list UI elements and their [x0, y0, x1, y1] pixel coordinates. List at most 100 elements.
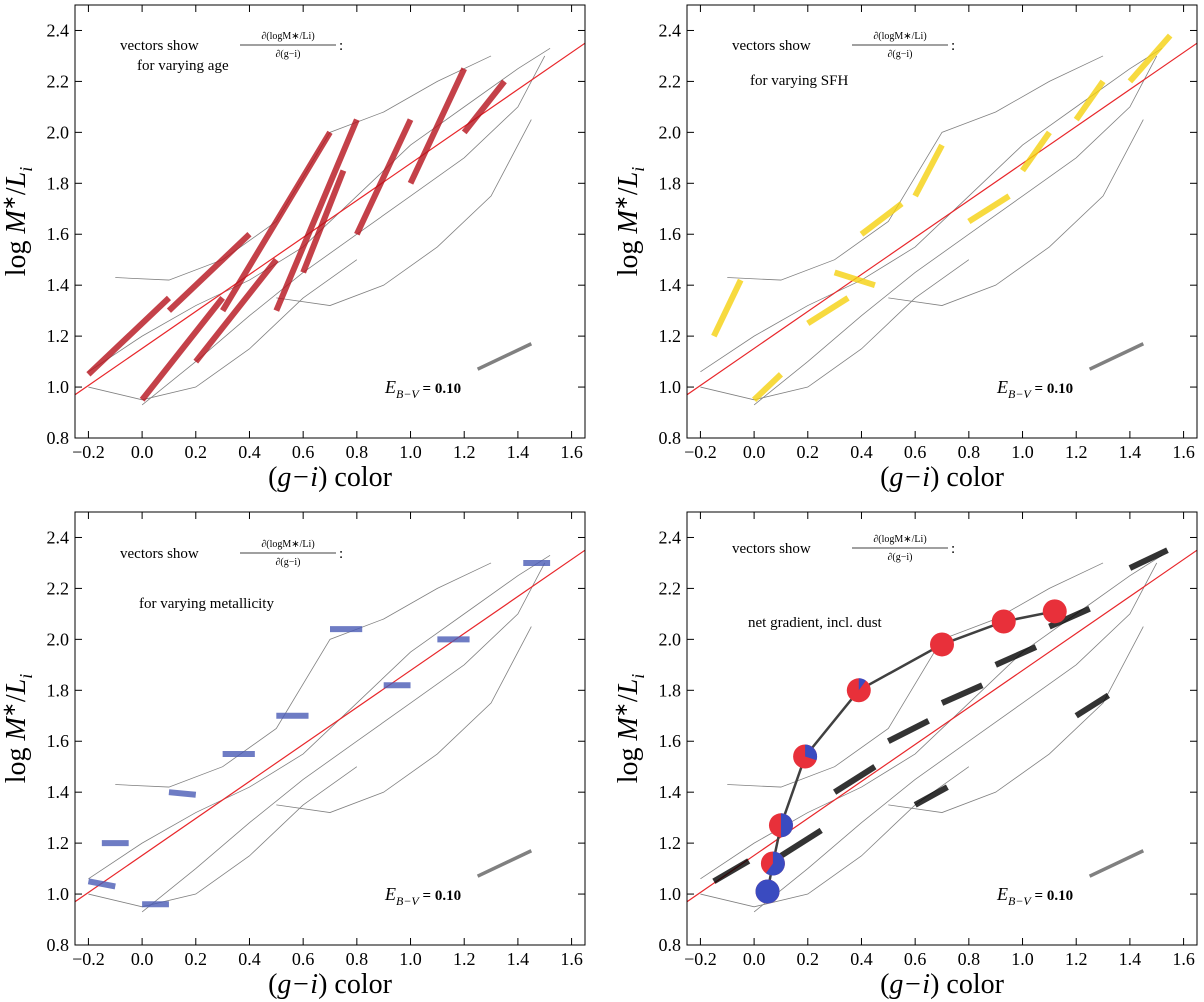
y-tick-label: 0.8: [659, 935, 682, 955]
x-label-part: ) color: [930, 462, 1005, 493]
y-label-part: ∗: [611, 702, 631, 717]
panel-label: for varying age: [137, 58, 229, 74]
model-track: [276, 119, 532, 306]
x-tick-label: 0.0: [131, 949, 154, 969]
annotation-prefix: vectors show: [732, 38, 811, 54]
y-tick-label: 0.8: [47, 935, 70, 955]
y-label-part: ∗: [0, 195, 19, 210]
x-tick-label: 1.6: [1172, 442, 1195, 462]
y-tick-label: 1.0: [659, 884, 682, 904]
x-tick-label: 1.4: [1119, 442, 1142, 462]
model-track: [700, 554, 1163, 880]
x-tick-label: 0.2: [185, 949, 208, 969]
plot-area: [687, 547, 1197, 913]
vector: [1048, 606, 1091, 630]
dust-sub: B−V: [396, 387, 420, 401]
x-tick-label: 1.4: [1119, 949, 1142, 969]
dust-symbol: E: [996, 377, 1008, 397]
vector: [711, 278, 744, 338]
vector: [912, 143, 945, 198]
model-track: [88, 554, 551, 880]
dust-symbol: E: [384, 377, 396, 397]
x-tick-label: 1.6: [1172, 949, 1195, 969]
axes-frame: [74, 4, 586, 439]
x-tick-label: 0.2: [797, 442, 820, 462]
y-tick-label: 2.2: [659, 71, 682, 91]
vector: [220, 130, 333, 313]
y-label-part: /: [1, 694, 32, 702]
model-track: [276, 626, 532, 813]
y-tick-label: 2.4: [659, 527, 682, 547]
vector: [1020, 130, 1052, 173]
x-tick-label: 0.6: [904, 949, 927, 969]
x-tick-label: 0.0: [131, 442, 154, 462]
x-label-part: g−i: [277, 462, 318, 493]
y-label-part: log: [1, 741, 32, 784]
annotation-suffix: :: [951, 38, 955, 54]
x-tick-label: 1.4: [507, 442, 530, 462]
annotation-suffix: :: [951, 541, 955, 557]
panel: EB−V = 0.10 −0.2 0.0 0.2 0.4 0.6 0.8 1.0 1.2 1.4 1…: [0, 511, 586, 1000]
x-label-part: g−i: [889, 969, 930, 1000]
vector: [806, 295, 850, 326]
pie-blue: [805, 744, 818, 761]
x-tick-label: 1.2: [453, 949, 476, 969]
vector: [833, 764, 877, 795]
y-tick-label: 1.6: [659, 224, 682, 244]
y-tick-label: 1.0: [47, 884, 70, 904]
axes-frame: [686, 511, 1198, 946]
panel: EB−V = 0.10 −0.2 0.0 0.2 0.4 0.6 0.8 1.0 1.2 1.4 1…: [0, 4, 586, 493]
vector: [940, 682, 984, 706]
y-label-part: log: [613, 234, 644, 277]
x-tick-label: 1.6: [560, 949, 583, 969]
vector: [461, 79, 507, 135]
x-tick-label: 0.6: [904, 442, 927, 462]
vector: [1074, 692, 1111, 719]
x-tick-label: −0.2: [72, 442, 105, 462]
vector: [1127, 33, 1173, 84]
dust-label: EB−V = 0.10: [384, 377, 461, 401]
annotation-numerator: ∂(logM∗/Li): [261, 539, 314, 550]
panel: EB−V = 0.10 −0.2 0.0 0.2 0.4 0.6 0.8 1.0 1.2 1.4 1…: [611, 511, 1198, 1000]
y-tick-label: 2.0: [47, 629, 70, 649]
axes-frame: [686, 4, 1198, 439]
vector: [87, 878, 116, 890]
pie-blue: [755, 879, 780, 904]
y-tick-label: 2.0: [659, 629, 682, 649]
panel-label: net gradient, incl. dust: [748, 615, 883, 631]
y-tick-label: 1.4: [659, 782, 682, 802]
y-label-part: M: [1, 716, 32, 742]
vector: [752, 372, 784, 402]
x-tick-label: 0.4: [238, 442, 261, 462]
x-tick-label: 0.2: [797, 949, 820, 969]
annotation-suffix: :: [339, 546, 343, 562]
dust-value: = 0.10: [1031, 381, 1073, 397]
plot-area: [687, 33, 1197, 406]
y-label-part: L: [1, 172, 32, 189]
y-label-part: M: [1, 209, 32, 235]
model-track: [115, 562, 492, 788]
vector: [712, 858, 751, 884]
x-tick-label: 0.4: [850, 949, 873, 969]
pie-blue: [858, 678, 866, 691]
x-tick-label: 0.8: [958, 949, 981, 969]
y-tick-label: 1.4: [47, 275, 70, 295]
y-tick-label: 2.0: [659, 122, 682, 142]
y-label-part: log: [1, 234, 32, 277]
y-axis-label: log M∗/Li: [611, 167, 648, 277]
y-label-part: i: [628, 674, 648, 679]
fit-line: [75, 42, 585, 396]
y-label-part: ∗: [0, 702, 19, 717]
vector: [833, 269, 876, 289]
vector: [994, 644, 1038, 668]
x-tick-label: 1.0: [399, 949, 422, 969]
y-tick-label: 2.2: [47, 578, 70, 598]
fit-line: [687, 549, 1197, 903]
y-tick-label: 2.0: [47, 122, 70, 142]
pie-red: [1042, 599, 1067, 624]
model-track: [753, 562, 1158, 913]
x-axis-label: (g−i) color: [268, 462, 393, 493]
vector: [407, 67, 467, 185]
x-axis-label: (g−i) color: [880, 462, 1005, 493]
